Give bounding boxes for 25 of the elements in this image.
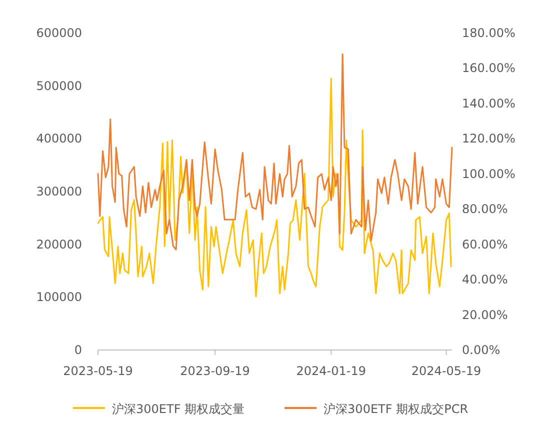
x-tick-label: 2023-05-19 bbox=[63, 364, 133, 378]
y2-tick-label: 180.00% bbox=[462, 26, 516, 40]
y2-tick-label: 120.00% bbox=[462, 132, 516, 146]
y2-tick-label: 160.00% bbox=[462, 61, 516, 76]
y2-tick-label: 60.00% bbox=[462, 237, 508, 252]
y2-tick-label: 40.00% bbox=[462, 272, 508, 287]
y-tick-label: 300000 bbox=[36, 184, 82, 198]
y-tick-label: 500000 bbox=[36, 78, 82, 93]
y2-tick-label: 100.00% bbox=[462, 166, 516, 181]
x-tick-label: 2024-05-19 bbox=[411, 364, 482, 378]
y2-tick-label: 80.00% bbox=[462, 202, 508, 216]
line-series bbox=[97, 53, 453, 250]
legend-label: 沪深300ETF 期权成交PCR bbox=[324, 402, 468, 416]
y-tick-label: 0 bbox=[74, 343, 82, 357]
y2-tick-label: 140.00% bbox=[462, 96, 516, 110]
line-series bbox=[97, 78, 452, 298]
x-tick-label: 2023-09-19 bbox=[180, 364, 250, 378]
y-tick-label: 200000 bbox=[36, 237, 82, 252]
y-tick-label: 100000 bbox=[36, 290, 82, 304]
y-tick-label: 600000 bbox=[36, 26, 82, 40]
x-tick-label: 2024-01-19 bbox=[296, 364, 366, 378]
y-tick-label: 400000 bbox=[36, 132, 82, 146]
y2-tick-label: 20.00% bbox=[462, 308, 508, 322]
y2-tick-label: 0.00% bbox=[462, 343, 500, 357]
legend-label: 沪深300ETF 期权成交量 bbox=[112, 402, 245, 416]
